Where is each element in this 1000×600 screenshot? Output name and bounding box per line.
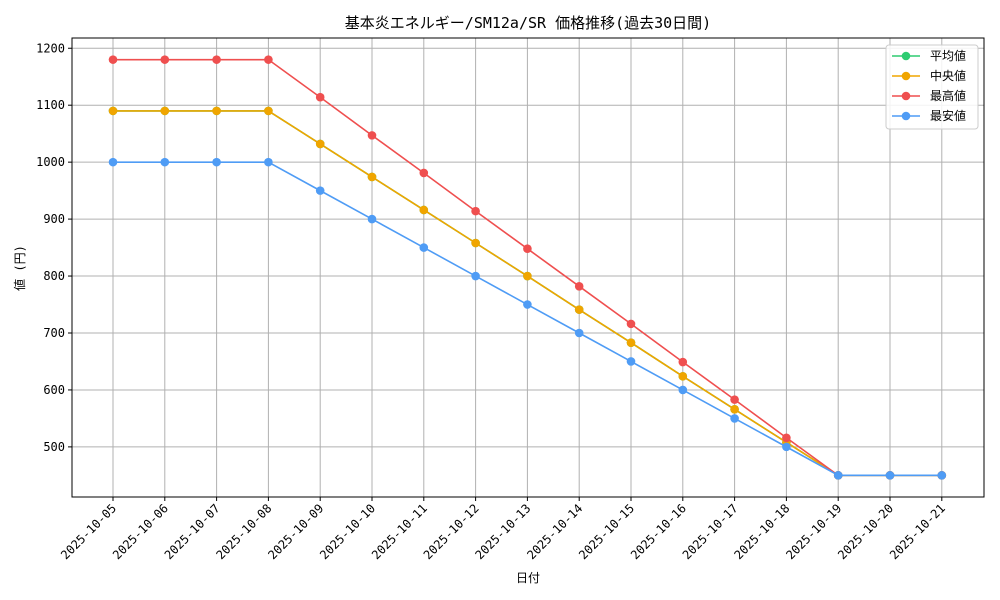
data-point xyxy=(367,131,377,140)
data-point xyxy=(108,106,118,116)
data-point xyxy=(574,328,584,338)
y-tick-label: 1100 xyxy=(36,98,65,112)
legend-label: 平均値 xyxy=(930,48,966,63)
data-point xyxy=(730,405,739,414)
data-point xyxy=(471,206,480,216)
data-point xyxy=(419,168,429,178)
data-point xyxy=(471,238,480,248)
data-point xyxy=(833,471,843,480)
legend-item: 中央値 xyxy=(892,68,966,83)
y-tick-label: 900 xyxy=(43,212,65,226)
data-point xyxy=(626,319,636,329)
legend-item: 最高値 xyxy=(892,88,966,103)
y-tick-label: 800 xyxy=(43,269,65,283)
legend-swatch-marker xyxy=(901,111,911,121)
data-point xyxy=(160,157,170,167)
data-point xyxy=(367,172,377,182)
data-point xyxy=(315,92,325,102)
legend-label: 最高値 xyxy=(930,88,966,103)
legend-swatch-marker xyxy=(901,71,911,81)
y-axis-label: 値 (円) xyxy=(12,245,27,291)
data-point xyxy=(264,157,273,167)
data-point xyxy=(212,55,221,64)
legend-box xyxy=(885,44,979,130)
data-point xyxy=(937,471,947,480)
data-point xyxy=(160,106,170,116)
data-point xyxy=(212,106,221,116)
data-point xyxy=(419,243,429,252)
data-point xyxy=(108,157,118,167)
data-point xyxy=(367,214,377,224)
y-axis: 500 600 700 800 900 1000 1100 1200 xyxy=(36,41,72,454)
y-tick-label: 1200 xyxy=(36,41,65,55)
series-lines xyxy=(108,55,947,480)
data-point xyxy=(419,205,429,215)
chart-title: 基本炎エネルギー/SM12a/SR 価格推移(過去30日間) xyxy=(345,14,711,32)
x-axis-label: 日付 xyxy=(516,571,540,585)
y-tick-label: 1000 xyxy=(36,155,65,169)
legend-label: 中央値 xyxy=(930,68,966,83)
x-tick-label: 2025-10-21 xyxy=(887,501,948,562)
legend-item: 平均値 xyxy=(892,48,966,63)
data-point xyxy=(523,300,532,309)
y-tick-label: 600 xyxy=(43,383,65,397)
x-axis: 2025-10-052025-10-062025-10-072025-10-08… xyxy=(58,497,948,562)
data-point xyxy=(782,433,791,443)
legend-item: 最安値 xyxy=(892,108,966,123)
data-point xyxy=(160,55,170,64)
data-point xyxy=(626,357,636,366)
grid-lines xyxy=(72,38,984,497)
data-point xyxy=(678,357,688,367)
data-point xyxy=(471,271,480,281)
y-tick-label: 700 xyxy=(43,326,65,340)
data-point xyxy=(315,186,325,195)
data-point xyxy=(574,305,584,314)
data-point xyxy=(523,271,532,281)
data-point xyxy=(730,414,739,423)
legend-swatch-marker xyxy=(901,51,911,61)
data-point xyxy=(315,139,325,149)
data-point xyxy=(730,395,739,404)
series-3 xyxy=(108,157,947,480)
data-point xyxy=(264,106,273,116)
data-point xyxy=(523,244,532,254)
data-point xyxy=(574,281,584,291)
legend-label: 最安値 xyxy=(930,108,966,123)
data-point xyxy=(264,55,273,64)
legend-swatch-marker xyxy=(901,91,911,101)
data-point xyxy=(678,371,688,381)
data-point xyxy=(885,471,895,480)
data-point xyxy=(212,157,221,167)
y-tick-label: 500 xyxy=(43,440,65,454)
plot-frame xyxy=(71,37,985,498)
data-point xyxy=(678,385,688,395)
data-point xyxy=(782,442,791,452)
data-point xyxy=(626,338,636,347)
data-point xyxy=(108,55,118,64)
